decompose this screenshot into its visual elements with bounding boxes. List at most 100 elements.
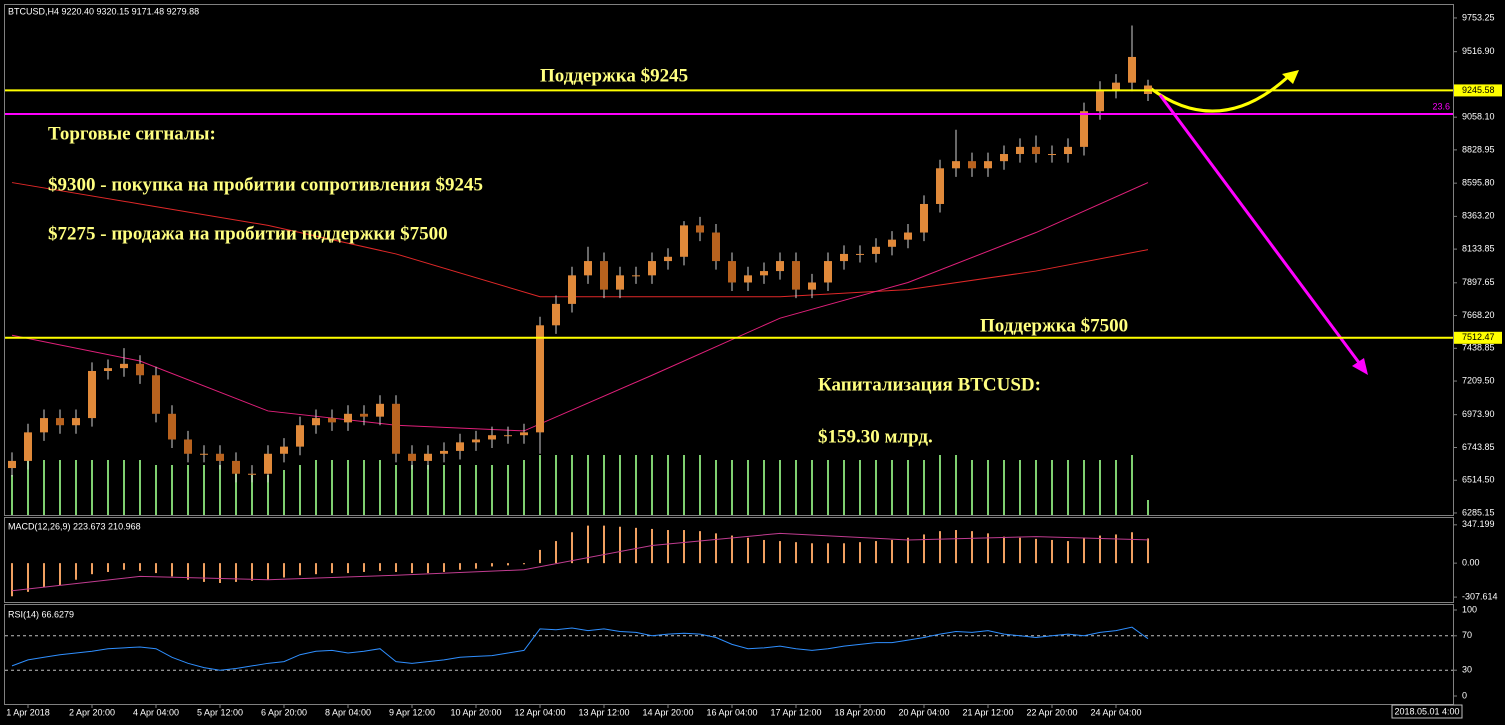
candle-body bbox=[680, 225, 688, 257]
candle-body bbox=[104, 368, 112, 371]
price-tag bbox=[1454, 84, 1502, 97]
moving-average bbox=[11, 182, 1149, 298]
y-tick-label: 8133.85 bbox=[1462, 243, 1495, 253]
candle-body bbox=[40, 418, 48, 433]
candle-body bbox=[648, 261, 656, 276]
x-tick-label: 5 Apr 12:00 bbox=[197, 707, 243, 717]
candle-body bbox=[424, 453, 432, 461]
candle-body bbox=[1112, 82, 1120, 90]
candle-body bbox=[1096, 89, 1104, 112]
y-tick-label: 6973.90 bbox=[1462, 409, 1495, 419]
candle-body bbox=[568, 275, 576, 304]
candle-body bbox=[744, 275, 752, 283]
y-tick-label: 6514.50 bbox=[1462, 475, 1495, 485]
y-tick-label: 6743.85 bbox=[1462, 442, 1495, 452]
x-tick-label: 18 Apr 20:00 bbox=[834, 707, 885, 717]
candle-body bbox=[536, 325, 544, 433]
y-tick-label: 0 bbox=[1462, 690, 1467, 700]
annotation: Поддержка $7500 bbox=[980, 315, 1128, 336]
y-tick-label: 6285.15 bbox=[1462, 507, 1495, 517]
cursor-time-box bbox=[1391, 704, 1463, 719]
y-tick-label: 9753.25 bbox=[1462, 12, 1495, 22]
candle-body bbox=[920, 203, 928, 233]
candle-body bbox=[232, 460, 240, 474]
candle-body bbox=[376, 403, 384, 417]
candle-body bbox=[984, 161, 992, 169]
candle-body bbox=[8, 460, 16, 469]
candle-body bbox=[392, 403, 400, 454]
candle-body bbox=[1064, 146, 1072, 155]
candle-body bbox=[200, 453, 208, 455]
candle-body bbox=[600, 261, 608, 290]
candle-body bbox=[632, 275, 640, 277]
candle-body bbox=[936, 168, 944, 204]
candle-body bbox=[344, 413, 352, 423]
x-tick-label: 4 Apr 04:00 bbox=[133, 707, 179, 717]
candle-body bbox=[72, 418, 80, 426]
y-tick-label: 347.199 bbox=[1462, 519, 1495, 529]
signal-line bbox=[11, 532, 1149, 592]
annotation: Поддержка $9245 bbox=[540, 65, 688, 86]
y-tick-label: 7209.50 bbox=[1462, 375, 1495, 385]
y-tick-label: -307.614 bbox=[1462, 591, 1498, 601]
candle-body bbox=[616, 275, 624, 290]
candle-body bbox=[520, 432, 528, 436]
candle-body bbox=[152, 375, 160, 414]
magenta-arrowhead bbox=[1352, 358, 1368, 375]
candle-body bbox=[904, 232, 912, 240]
candle-body bbox=[584, 261, 592, 276]
y-tick-label: 30 bbox=[1462, 665, 1472, 675]
price-tag bbox=[1454, 331, 1502, 344]
candle-body bbox=[872, 246, 880, 254]
x-tick-label: 16 Apr 04:00 bbox=[706, 707, 757, 717]
x-tick-label: 8 Apr 04:00 bbox=[325, 707, 371, 717]
candle-body bbox=[776, 261, 784, 272]
y-tick-label: 9516.90 bbox=[1462, 46, 1495, 56]
y-tick-label: 9058.10 bbox=[1462, 112, 1495, 122]
candle-body bbox=[1048, 154, 1056, 156]
x-tick-label: 24 Apr 04:00 bbox=[1090, 707, 1141, 717]
candle-body bbox=[792, 261, 800, 290]
candle-body bbox=[360, 413, 368, 417]
candle-body bbox=[1016, 146, 1024, 155]
pane-frames bbox=[4, 4, 1454, 705]
candle-body bbox=[488, 435, 496, 440]
price-tag-label: 7512.47 bbox=[1462, 332, 1495, 342]
candle-body bbox=[136, 363, 144, 376]
cursor-time: 2018.05.01 4:00 bbox=[1394, 706, 1459, 716]
candle-body bbox=[840, 253, 848, 262]
y-tick-label: 0.00 bbox=[1462, 558, 1480, 568]
candle-body bbox=[968, 161, 976, 169]
candle-body bbox=[440, 450, 448, 454]
x-tick-label: 9 Apr 12:00 bbox=[389, 707, 435, 717]
candle-body bbox=[248, 473, 256, 475]
macd-header: MACD(12,26,9) 223.673 210.968 bbox=[8, 521, 141, 531]
candle-body bbox=[56, 418, 64, 426]
x-tick-label: 22 Apr 20:00 bbox=[1026, 707, 1077, 717]
level-label: 23.6 bbox=[1432, 101, 1450, 111]
candle-body bbox=[696, 225, 704, 233]
price-pane bbox=[4, 4, 1454, 516]
x-tick-label: 17 Apr 12:00 bbox=[770, 707, 821, 717]
symbol-header: BTCUSD,H4 9220.40 9320.15 9171.48 9279.8… bbox=[8, 6, 199, 16]
candle-body bbox=[552, 303, 560, 326]
candle-body bbox=[1080, 111, 1088, 147]
price-tag-label: 9245.58 bbox=[1462, 85, 1495, 95]
x-tick-label: 20 Apr 04:00 bbox=[898, 707, 949, 717]
candle-body bbox=[456, 442, 464, 451]
x-tick-label: 12 Apr 04:00 bbox=[514, 707, 565, 717]
annotation: $159.30 млрд. bbox=[818, 426, 933, 447]
moving-average bbox=[11, 182, 1149, 432]
candle-body bbox=[88, 370, 96, 419]
candle-body bbox=[1000, 154, 1008, 162]
candle-body bbox=[856, 253, 864, 255]
candle-body bbox=[312, 418, 320, 426]
candle-body bbox=[280, 446, 288, 454]
candle-body bbox=[472, 439, 480, 443]
annotation: $9300 - покупка на пробитии сопротивлени… bbox=[48, 174, 483, 195]
candle-body bbox=[328, 418, 336, 423]
candle-body bbox=[664, 256, 672, 262]
candle-body bbox=[808, 282, 816, 290]
